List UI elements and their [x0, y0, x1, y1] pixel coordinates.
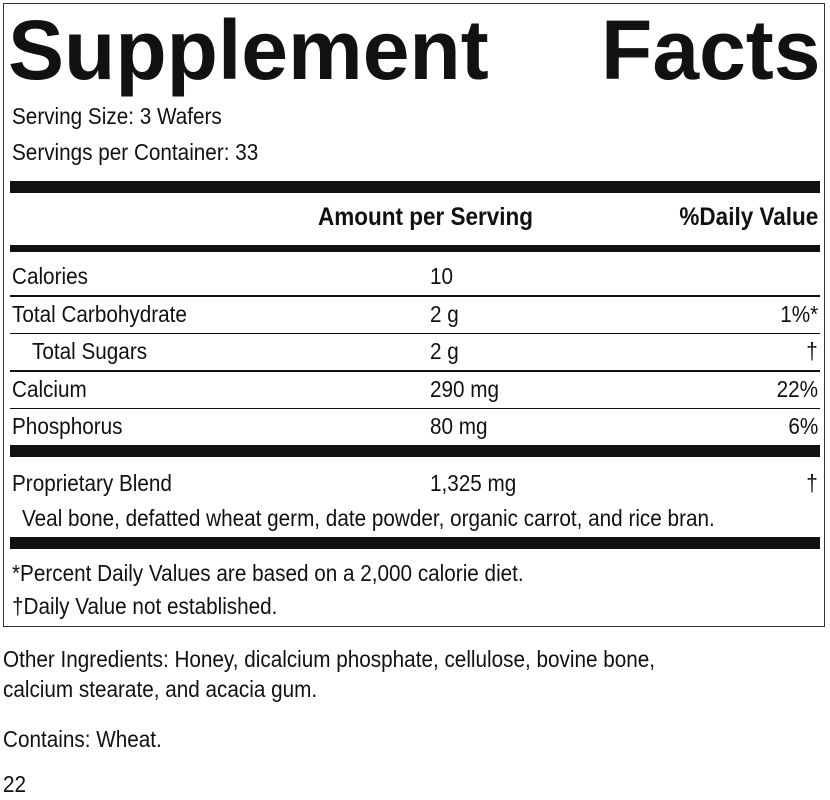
- medium-rule: [10, 245, 820, 252]
- thick-rule: [10, 181, 820, 193]
- thin-rule: [10, 332, 820, 334]
- thin-rule: [10, 407, 820, 409]
- nutrient-daily-value: †: [806, 338, 818, 364]
- servings-per-container: Servings per Container: 33: [12, 139, 259, 165]
- nutrient-name: Calcium: [12, 375, 87, 402]
- nutrient-amount: 2 g: [430, 300, 459, 327]
- footnote: †Daily Value not established.: [12, 593, 278, 619]
- thin-rule: [10, 295, 820, 297]
- nutrient-name: Total Sugars: [32, 338, 148, 364]
- nutrient-name: Calories: [12, 263, 88, 289]
- nutrient-amount: 2 g: [430, 338, 459, 364]
- nutrient-name: Total Carbohydrate: [12, 300, 187, 327]
- nutrient-amount: 80 mg: [430, 413, 488, 439]
- serving-size: Serving Size: 3 Wafers: [12, 103, 222, 129]
- nutrient-name: Phosphorus: [12, 413, 123, 439]
- title: Supplement Facts: [8, 3, 821, 97]
- nutrient-amount: 290 mg: [430, 375, 500, 402]
- nutrient-amount: 10: [430, 263, 454, 289]
- footnote: *Percent Daily Values are based on a 2,0…: [12, 560, 524, 586]
- blend-amount: 1,325 mg: [430, 470, 517, 496]
- thick-rule: [10, 445, 820, 457]
- other-ingredients: calcium stearate, and acacia gum.: [3, 676, 318, 702]
- header-daily-value: %Daily Value: [679, 203, 818, 231]
- nutrient-daily-value: 22%: [776, 375, 818, 402]
- contains: Contains: Wheat.: [3, 726, 162, 752]
- footer-number: 22: [3, 771, 27, 797]
- blend-name: Proprietary Blend: [12, 470, 172, 496]
- other-ingredients: Other Ingredients: Honey, dicalcium phos…: [3, 646, 656, 672]
- nutrient-daily-value: 1%*: [780, 300, 818, 327]
- thin-rule: [10, 370, 820, 372]
- header-amount: Amount per Serving: [318, 203, 534, 231]
- label-box: [3, 3, 825, 627]
- nutrient-daily-value: 6%: [788, 413, 818, 439]
- blend-daily-value: †: [806, 470, 818, 496]
- thick-rule: [10, 537, 820, 549]
- blend-ingredients: Veal bone, defatted wheat germ, date pow…: [22, 505, 715, 531]
